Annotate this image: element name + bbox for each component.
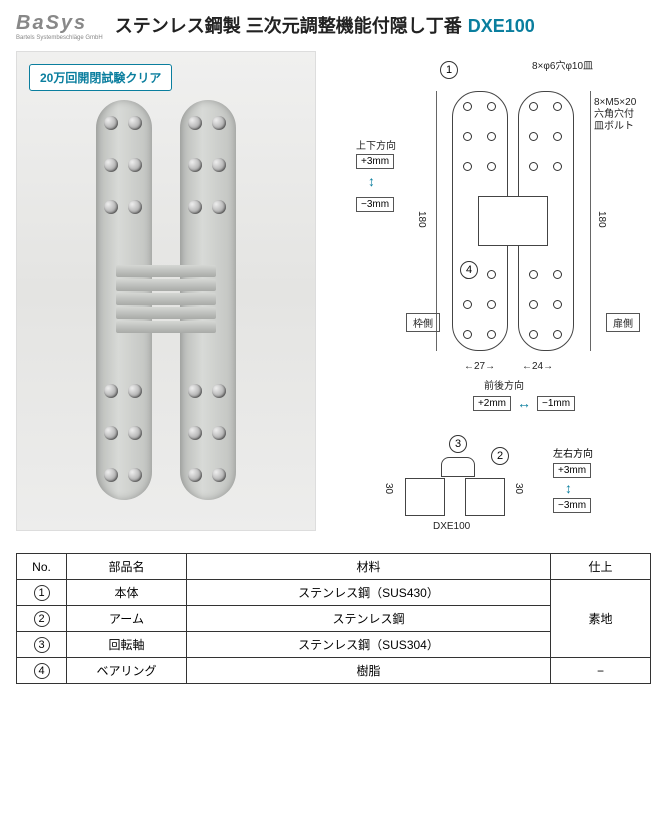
title-code: DXE100 — [468, 16, 535, 37]
adj-fb-plus: +2mm — [473, 396, 511, 411]
cell-finish-merged: 素地 — [551, 580, 651, 658]
side-block-left — [405, 478, 445, 516]
dim-w-left: ←27→ — [464, 361, 495, 372]
callout-4: 4 — [460, 261, 478, 279]
dim-w-right: ←24→ — [522, 361, 553, 372]
th-part: 部品名 — [67, 554, 187, 580]
arrow-lr-icon: ↕ — [565, 480, 593, 496]
cell-material: ステンレス鋼（SUS304） — [187, 632, 551, 658]
cell-finish-last: − — [551, 658, 651, 684]
th-material: 材料 — [187, 554, 551, 580]
spec-holes: 8×φ6穴φ10皿 — [532, 57, 593, 72]
frame-side: 枠側 — [406, 313, 440, 332]
side-arm — [441, 457, 475, 477]
title: ステンレス鋼製 三次元調整機能付隠し丁番 DXE100 — [115, 12, 651, 38]
adj-lr-minus: −3mm — [553, 498, 591, 513]
front-diagram: 1 8×φ6穴φ10皿 8×M5×20六角穴付皿ボルト — [334, 51, 644, 421]
spec-bolts: 8×M5×20六角穴付皿ボルト — [594, 97, 636, 133]
side-drawing: 3 2 30 30 DXE100 — [385, 441, 535, 516]
diagram-column: 1 8×φ6穴φ10皿 8×M5×20六角穴付皿ボルト — [334, 51, 644, 531]
page: BaSys Bartels Systembeschläge GmbH ステンレス… — [0, 0, 667, 696]
adj-ud-plus: +3mm — [356, 154, 394, 169]
side-block-right — [465, 478, 505, 516]
th-no: No. — [17, 554, 67, 580]
dim-height-left-val: 180 — [416, 211, 427, 228]
cell-material: ステンレス鋼 — [187, 606, 551, 632]
parts-table: No. 部品名 材料 仕上 1 本体 ステンレス鋼（SUS430） 素地 2 ア… — [16, 553, 651, 684]
adj-ud-label: 上下方向 — [356, 137, 396, 152]
product-photo: 20万回開閉試験クリア — [16, 51, 316, 531]
main-row: 20万回開閉試験クリア — [16, 51, 651, 531]
adj-fb-row: +2mm ↔ −1mm — [434, 395, 614, 411]
table-header-row: No. 部品名 材料 仕上 — [17, 554, 651, 580]
callout-3: 3 — [449, 435, 467, 453]
cell-no: 3 — [17, 632, 67, 658]
title-main: ステンレス鋼製 三次元調整機能付隠し丁番 — [115, 12, 462, 38]
dim-height-right — [590, 91, 591, 351]
cell-no: 2 — [17, 606, 67, 632]
door-side: 扉側 — [606, 313, 640, 332]
dim-height-right-val: 180 — [596, 211, 607, 228]
cell-part: 回転軸 — [67, 632, 187, 658]
side-diagram: 3 2 30 30 DXE100 左右方向 +3mm ↕ −3mm — [334, 431, 644, 526]
cell-part: アーム — [67, 606, 187, 632]
brand-logo: BaSys Bartels Systembeschläge GmbH — [16, 12, 103, 41]
diagram-knuckle — [478, 196, 548, 246]
cell-part: ベアリング — [67, 658, 187, 684]
side-h-right: 30 — [513, 483, 524, 494]
arrow-fb-icon: ↔ — [517, 395, 531, 411]
adj-ud-minus: −3mm — [356, 197, 394, 212]
table-row: 4 ベアリング 樹脂 − — [17, 658, 651, 684]
hinge-knuckle — [116, 265, 216, 335]
arrow-ud-icon: ↕ — [368, 173, 375, 189]
photo-column: 20万回開閉試験クリア — [16, 51, 316, 531]
side-h-left: 30 — [383, 483, 394, 494]
cell-material: ステンレス鋼（SUS430） — [187, 580, 551, 606]
parts-table-wrap: No. 部品名 材料 仕上 1 本体 ステンレス鋼（SUS430） 素地 2 ア… — [16, 553, 651, 684]
adj-lr-block: 左右方向 +3mm ↕ −3mm — [553, 445, 593, 513]
dim-height-left — [436, 91, 437, 351]
callout-1: 1 — [440, 61, 458, 79]
hinge-illustration — [56, 100, 276, 500]
callout-2: 2 — [491, 447, 509, 465]
cell-part: 本体 — [67, 580, 187, 606]
test-badge: 20万回開閉試験クリア — [29, 64, 172, 91]
adj-lr-plus: +3mm — [553, 463, 591, 478]
cell-no: 4 — [17, 658, 67, 684]
side-model: DXE100 — [433, 521, 470, 532]
header: BaSys Bartels Systembeschläge GmbH ステンレス… — [16, 12, 651, 41]
cell-material: 樹脂 — [187, 658, 551, 684]
table-row: 1 本体 ステンレス鋼（SUS430） 素地 — [17, 580, 651, 606]
adj-fb-label: 前後方向 — [484, 377, 524, 392]
cell-no: 1 — [17, 580, 67, 606]
brand-tagline: Bartels Systembeschläge GmbH — [16, 35, 103, 41]
brand-name: BaSys — [16, 12, 103, 35]
adj-lr-label: 左右方向 — [553, 445, 593, 460]
th-finish: 仕上 — [551, 554, 651, 580]
adj-fb-minus: −1mm — [537, 396, 575, 411]
